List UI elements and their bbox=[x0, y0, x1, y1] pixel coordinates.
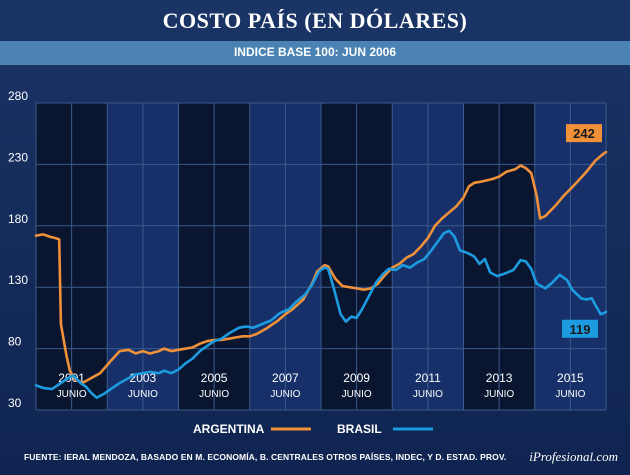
x-tick-label: 2005 bbox=[201, 371, 228, 385]
source-note: FUENTE: IERAL MENDOZA, BASADO EN M. ECON… bbox=[24, 452, 507, 462]
x-tick-sublabel: JUNIO bbox=[128, 389, 158, 400]
brand-logo: iProfesional.com bbox=[529, 449, 618, 464]
y-tick-label: 180 bbox=[8, 212, 28, 226]
series-line-argentina bbox=[34, 150, 608, 385]
x-tick-label: 2011 bbox=[415, 371, 441, 385]
x-tick-label: 2007 bbox=[272, 371, 299, 385]
end-label-brasil: 119 bbox=[570, 322, 591, 337]
legend-label-brasil: BRASIL bbox=[337, 422, 382, 436]
end-label-box-brasil bbox=[562, 319, 598, 338]
series-line-brasil bbox=[34, 229, 608, 399]
chart-subtitle: INDICE BASE 100: JUN 2006 bbox=[233, 45, 397, 59]
y-tick-label: 80 bbox=[8, 335, 22, 349]
x-tick-label: 2015 bbox=[557, 371, 584, 385]
y-tick-label: 230 bbox=[8, 150, 28, 164]
x-tick-sublabel: JUNIO bbox=[57, 389, 87, 400]
x-tick-sublabel: JUNIO bbox=[342, 389, 372, 400]
y-tick-label: 280 bbox=[8, 89, 28, 103]
subtitle-bar bbox=[0, 41, 630, 65]
x-tick-sublabel: JUNIO bbox=[413, 389, 443, 400]
x-tick-label: 2009 bbox=[343, 371, 370, 385]
y-tick-label: 30 bbox=[8, 396, 22, 410]
end-label-box-argentina bbox=[566, 124, 602, 143]
legend-label-argentina: ARGENTINA bbox=[193, 422, 265, 436]
y-tick-label: 130 bbox=[8, 273, 28, 287]
x-tick-label: 2013 bbox=[486, 371, 513, 385]
x-tick-sublabel: JUNIO bbox=[555, 389, 585, 400]
x-tick-sublabel: JUNIO bbox=[484, 389, 514, 400]
chart-title: COSTO PAÍS (EN DÓLARES) bbox=[162, 8, 468, 33]
x-tick-sublabel: JUNIO bbox=[270, 389, 300, 400]
end-label-argentina: 242 bbox=[573, 126, 595, 141]
x-tick-sublabel: JUNIO bbox=[199, 389, 229, 400]
